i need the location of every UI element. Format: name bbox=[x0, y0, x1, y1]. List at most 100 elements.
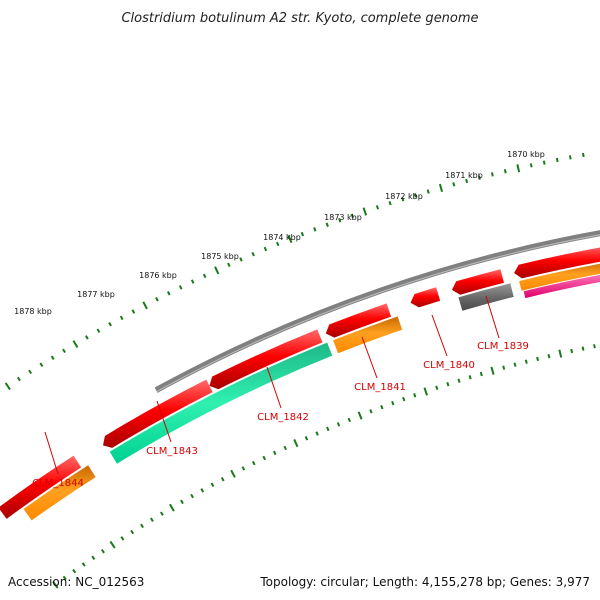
map-title: Clostridium botulinum A2 str. Kyoto, com… bbox=[121, 11, 478, 26]
inner-tick bbox=[547, 354, 551, 359]
kbp-label: 1877 kbp bbox=[77, 290, 115, 299]
gene-label-line-clm-1843 bbox=[156, 400, 172, 443]
inner-tick bbox=[130, 529, 135, 535]
inner-tick bbox=[502, 365, 506, 370]
outer-tick bbox=[287, 234, 293, 244]
genome-summary-text: Topology: circular; Length: 4,155,278 bp… bbox=[259, 575, 590, 589]
pink-block-next bbox=[523, 274, 600, 299]
gene-label-clm-1843: CLM_1843 bbox=[146, 446, 198, 457]
inner-tick bbox=[150, 517, 154, 522]
outer-tick bbox=[39, 362, 44, 367]
gene-label-clm-1842: CLM_1842 bbox=[257, 412, 309, 423]
outer-tick bbox=[300, 231, 305, 237]
inner-tick bbox=[160, 511, 164, 516]
outer-tick bbox=[375, 205, 380, 210]
genome-backbone bbox=[154, 230, 600, 393]
inner-tick bbox=[581, 346, 585, 351]
outer-tick bbox=[50, 355, 55, 360]
gene-features bbox=[0, 247, 600, 521]
inner-tick bbox=[413, 393, 417, 398]
inner-tick bbox=[100, 549, 105, 554]
gene-label-clm-1844: CLM_1844 bbox=[32, 478, 84, 489]
kbp-label: 1874 kbp bbox=[263, 233, 301, 242]
kbp-label: 1876 kbp bbox=[139, 271, 177, 280]
inner-tick bbox=[593, 344, 596, 349]
inner-tick bbox=[81, 562, 86, 567]
outer-tick bbox=[581, 152, 585, 158]
outer-tick bbox=[263, 246, 268, 252]
outer-tick bbox=[542, 160, 546, 165]
outer-tick bbox=[490, 172, 494, 177]
inner-tick bbox=[391, 400, 395, 406]
cds-block-clm-1841 bbox=[333, 316, 403, 354]
outer-tick bbox=[190, 279, 195, 284]
gene-label-line-clm-1841 bbox=[361, 336, 378, 379]
kbp-labels: 1870 kbp 1871 kbp 1872 kbp 1873 kbp 1874 kbp… bbox=[14, 150, 545, 316]
inner-tick bbox=[120, 536, 125, 541]
gene-label-lines bbox=[44, 295, 500, 475]
outer-tick bbox=[503, 169, 507, 174]
inner-tick bbox=[62, 575, 67, 581]
kbp-label: 1872 kbp bbox=[385, 192, 423, 201]
kbp-label: 1870 kbp bbox=[507, 150, 545, 159]
kbp-label: 1873 kbp bbox=[324, 213, 362, 222]
inner-tick bbox=[241, 466, 246, 471]
inner-tick bbox=[109, 540, 116, 549]
cds-block-next bbox=[519, 263, 600, 291]
outer-tick bbox=[452, 182, 456, 187]
rna-block-clm-1842-1843 bbox=[109, 342, 333, 464]
gene-label-clm-1841: CLM_1841 bbox=[354, 382, 406, 393]
outer-tick bbox=[426, 189, 430, 194]
outer-tick bbox=[155, 297, 159, 302]
outer-tick bbox=[338, 218, 342, 223]
inner-tick bbox=[423, 387, 428, 396]
outer-tick bbox=[62, 348, 66, 354]
outer-tick bbox=[465, 178, 469, 184]
outer-tick bbox=[85, 335, 89, 340]
outer-tick bbox=[388, 200, 392, 206]
gene-block-clm-1841 bbox=[325, 303, 392, 338]
inner-tick bbox=[558, 349, 563, 358]
outer-tick bbox=[131, 309, 136, 314]
outer-tick bbox=[529, 163, 533, 168]
gene-label-clm-1839: CLM_1839 bbox=[477, 341, 529, 352]
outer-tick bbox=[276, 241, 280, 247]
outer-tick bbox=[350, 213, 354, 219]
outer-tick bbox=[239, 257, 243, 262]
inner-tick bbox=[293, 438, 299, 448]
gene-block-clm-1842 bbox=[209, 329, 323, 390]
inner-tick bbox=[251, 460, 256, 466]
outer-tick bbox=[166, 291, 171, 296]
outer-tick bbox=[313, 227, 317, 232]
outer-tick bbox=[325, 222, 329, 227]
inner-tick bbox=[446, 381, 450, 387]
gene-label-line-clm-1844 bbox=[44, 431, 59, 475]
kbp-label: 1878 kbp bbox=[14, 307, 52, 316]
inner-tick bbox=[380, 404, 384, 410]
inner-tick bbox=[52, 580, 59, 589]
gene-block-clm-1843 bbox=[103, 379, 213, 448]
inner-tick bbox=[570, 348, 574, 354]
inner-tick bbox=[200, 488, 205, 493]
inner-tick bbox=[524, 359, 528, 364]
outer-ticks bbox=[4, 152, 585, 391]
inner-tick bbox=[140, 523, 144, 529]
inner-tick bbox=[468, 375, 472, 380]
inner-tick bbox=[180, 499, 184, 505]
inner-tick bbox=[336, 422, 341, 427]
inner-ticks bbox=[52, 344, 596, 589]
gene-block-clm-1844 bbox=[0, 455, 82, 519]
inner-tick bbox=[220, 476, 225, 482]
outer-tick bbox=[478, 175, 481, 180]
inner-tick bbox=[357, 411, 363, 420]
outer-tick bbox=[516, 164, 521, 173]
inner-tick bbox=[262, 455, 267, 461]
outer-tick bbox=[4, 382, 11, 391]
inner-tick bbox=[457, 378, 461, 383]
gene-label-clm-1840: CLM_1840 bbox=[423, 360, 475, 371]
inner-tick bbox=[283, 445, 288, 451]
outer-tick bbox=[555, 157, 559, 163]
inner-tick bbox=[369, 409, 373, 414]
inner-tick bbox=[490, 366, 495, 375]
